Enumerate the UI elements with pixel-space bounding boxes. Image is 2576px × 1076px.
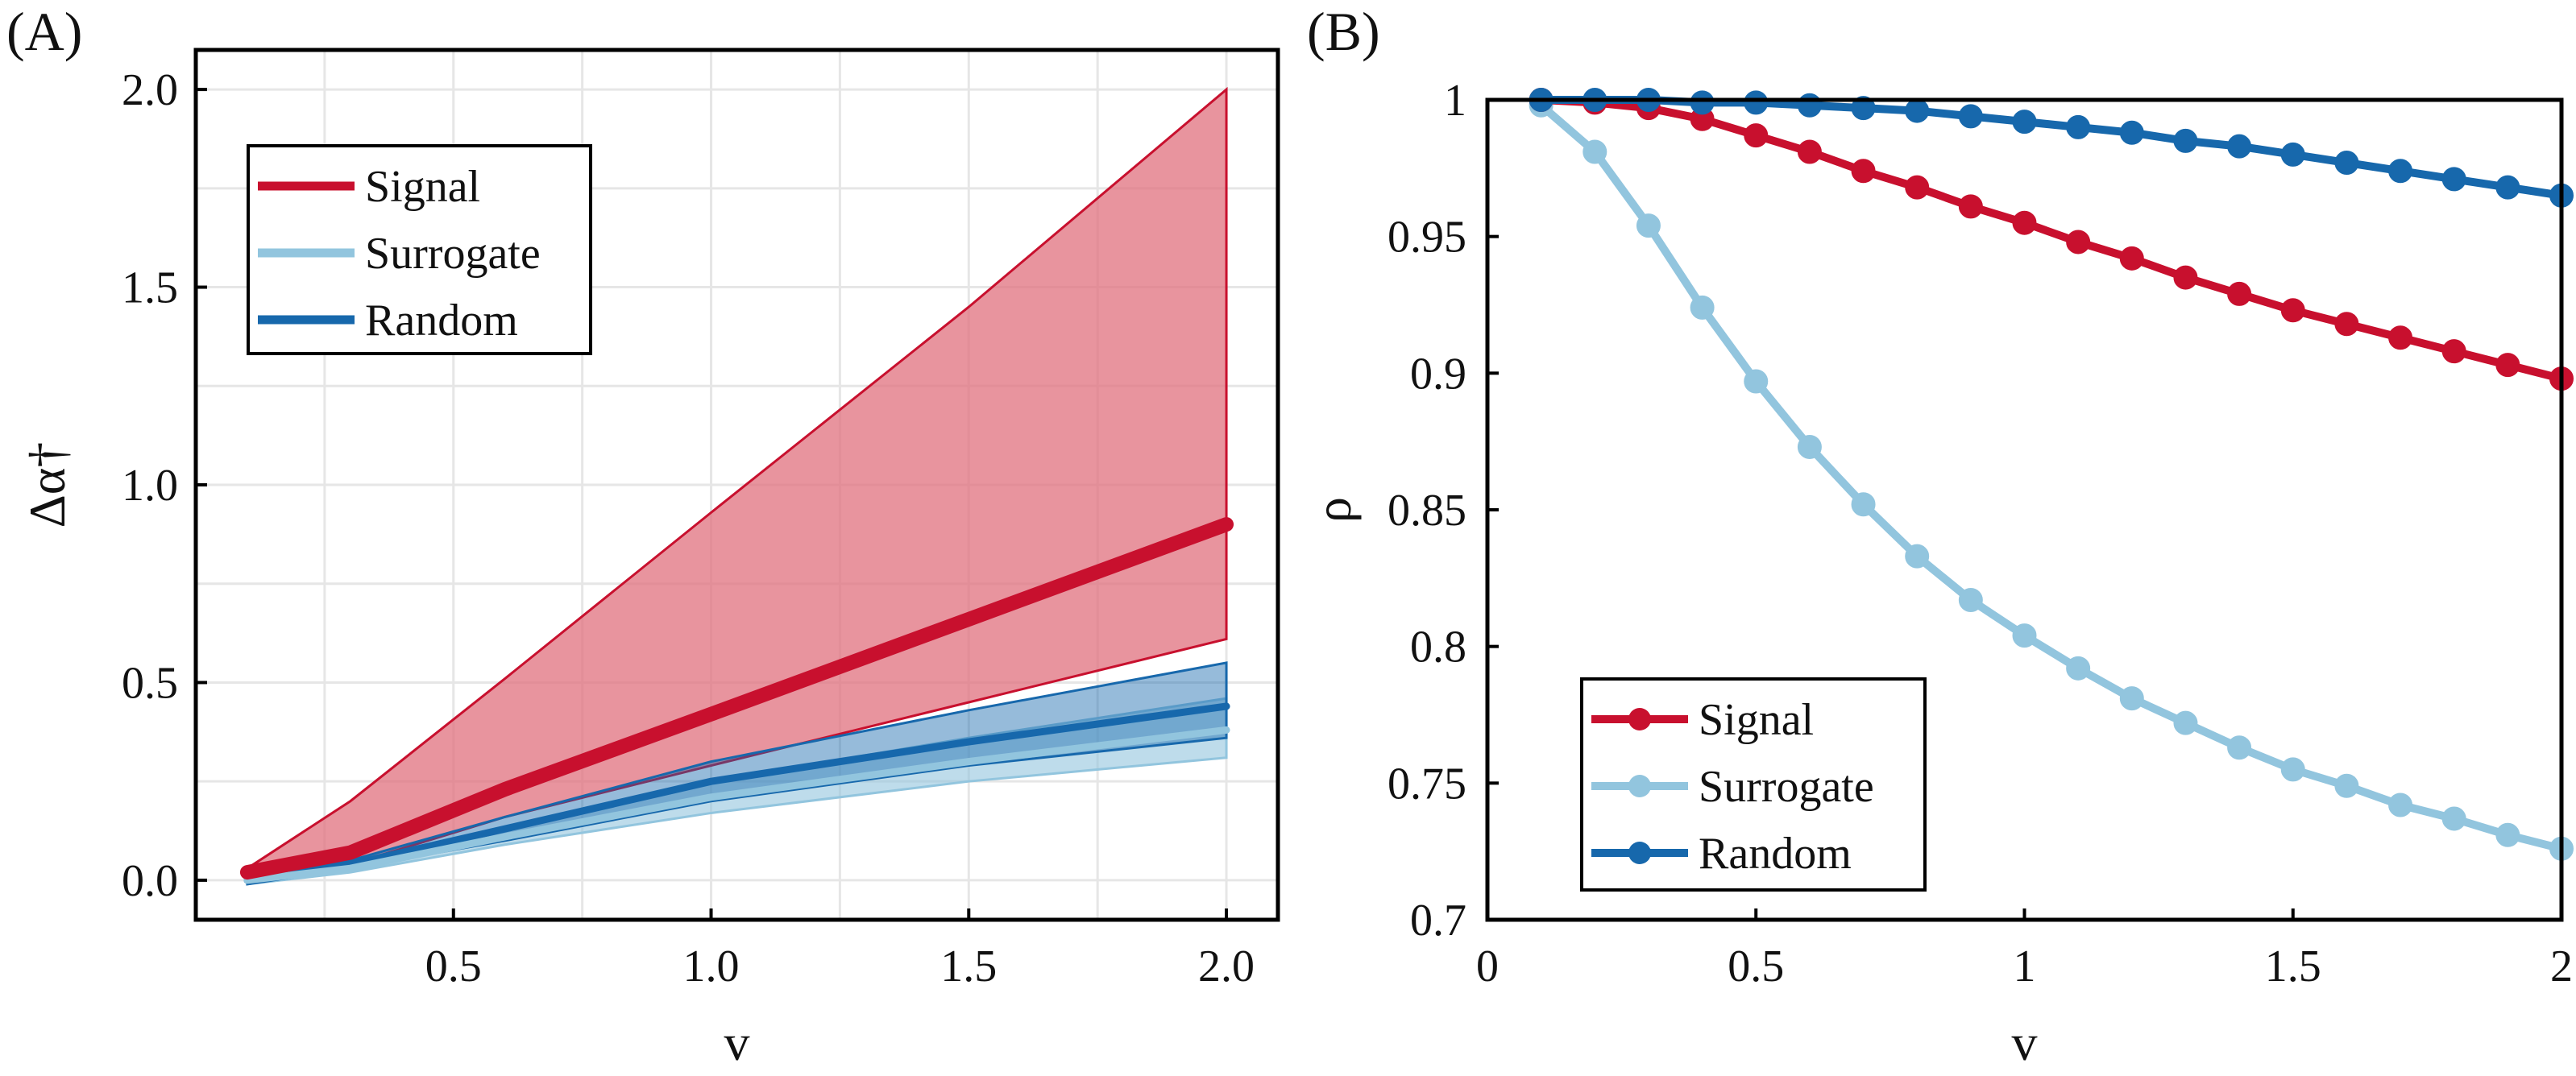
panel-b-plot-area: [1529, 88, 2574, 861]
surrogate-point: [2173, 710, 2198, 735]
surrogate-point: [2066, 656, 2091, 681]
surrogate-point: [2119, 686, 2144, 711]
signal-point: [1851, 159, 1876, 184]
y-tick-label: 1: [1444, 76, 1466, 126]
surrogate-point: [1797, 434, 1822, 459]
panel-b-x-axis-label: v: [2012, 1014, 2038, 1071]
random-point: [1797, 93, 1822, 118]
signal-point: [2066, 230, 2091, 255]
signal-point: [2388, 325, 2413, 350]
panel-a-ticks: 0.5 1.0 1.5 2.0 0.0 0.5 1.0 1.5 2.0: [122, 65, 1255, 991]
signal-point: [2495, 353, 2520, 378]
random-point: [2441, 167, 2466, 192]
signal-point: [2334, 312, 2359, 337]
panel-b-label: (B): [1307, 1, 1380, 62]
x-tick-label: 0: [1476, 942, 1499, 991]
signal-point: [2012, 210, 2037, 235]
y-tick-label: 0.8: [1410, 623, 1466, 672]
y-tick-label: 0.0: [122, 856, 178, 906]
signal-point: [2441, 339, 2466, 364]
random-point: [2012, 110, 2037, 134]
panel-b: (B) 0 0.5 1 1.5 20.70.750.80.850.90.951 v ρ …: [1305, 1, 2574, 1071]
surrogate-point: [1905, 544, 1930, 569]
surrogate-point: [1851, 492, 1876, 517]
legend-label: Random: [365, 296, 518, 346]
legend-label: Random: [1699, 829, 1852, 879]
legend-label: Surrogate: [365, 229, 541, 279]
y-tick-label: 2.0: [122, 65, 178, 115]
surrogate-point: [1744, 369, 1769, 394]
random-point: [1851, 96, 1876, 121]
surrogate-point: [2495, 822, 2520, 847]
surrogate-point: [2388, 793, 2413, 817]
y-tick-label: 0.5: [122, 658, 178, 708]
random-point: [1905, 98, 1930, 123]
signal-point: [2119, 246, 2144, 271]
signal-legend-marker: [1628, 708, 1651, 730]
x-tick-label: 1.5: [2265, 942, 2321, 991]
surrogate-point: [2280, 757, 2305, 782]
signal-point: [2227, 281, 2252, 306]
random-point: [2066, 114, 2091, 139]
surrogate-point: [1583, 139, 1607, 164]
x-tick-label: 1.0: [683, 942, 740, 991]
panel-a: (A) 0.5 1.0 1.5 2.0 0.0 0.5 1.0 1.5 2.0 v Δα† Si…: [6, 1, 1280, 1071]
surrogate-point: [2227, 735, 2252, 760]
x-tick-label: 0.5: [425, 942, 482, 991]
random-point: [2334, 151, 2359, 176]
x-tick-label: 1.5: [940, 942, 997, 991]
y-tick-label: 0.85: [1388, 486, 1466, 536]
legend-label: Surrogate: [1699, 762, 1874, 812]
signal-point: [1797, 139, 1822, 164]
random-point: [1744, 90, 1769, 115]
surrogate-point: [2012, 623, 2037, 648]
random-point: [2227, 134, 2252, 159]
y-tick-label: 0.75: [1388, 759, 1466, 809]
random-point: [2495, 175, 2520, 200]
y-tick-label: 1.0: [122, 461, 178, 511]
legend-label: Signal: [1699, 695, 1814, 745]
signal-point: [2173, 265, 2198, 290]
y-tick-label: 1.5: [122, 263, 178, 313]
random-legend-marker: [1628, 842, 1651, 864]
panel-b-ticks: 0 0.5 1 1.5 2 0.7 0.75 0.8 0.85 0.9 0.95 1: [1388, 76, 2573, 991]
signal-mean-line: [239, 517, 1234, 880]
y-tick-label: 0.95: [1388, 213, 1466, 263]
panel-a-legend: Signal Surrogate Random: [247, 144, 592, 355]
random-point: [2388, 159, 2413, 184]
x-tick-label: 2.0: [1198, 942, 1255, 991]
panel-b-y-axis-label: ρ: [1305, 497, 1362, 523]
surrogate-point: [2441, 806, 2466, 831]
surrogate-point: [2334, 773, 2359, 798]
panel-a-plot-area: [239, 86, 1234, 886]
surrogate-point: [1958, 587, 1983, 612]
surrogate-point: [1690, 295, 1715, 320]
random-point: [1958, 104, 1983, 129]
x-tick-label: 0.5: [1728, 942, 1784, 991]
signal-point: [1744, 123, 1769, 148]
signal-point: [1958, 194, 1983, 219]
surrogate-mean-line: [243, 726, 1230, 884]
surrogate-legend-marker: [1628, 775, 1651, 797]
surrogate-point: [1636, 213, 1661, 238]
panel-a-label: (A): [6, 1, 82, 62]
random-point: [2173, 128, 2198, 153]
panel-b-legend: Signal Surrogate Random: [1580, 677, 1927, 892]
random-point: [2280, 142, 2305, 167]
random-point: [1690, 90, 1715, 115]
panel-a-y-axis-label: Δα†: [19, 442, 76, 528]
panel-a-x-axis-label: v: [724, 1014, 750, 1071]
y-tick-label: 0.9: [1410, 349, 1466, 399]
random-point: [2119, 120, 2144, 145]
signal-point: [1905, 175, 1930, 200]
legend-label: Signal: [365, 162, 480, 212]
y-tick-label: 0.7: [1410, 896, 1466, 946]
x-tick-label: 2: [2550, 942, 2573, 991]
signal-point: [2280, 298, 2305, 323]
x-tick-label: 1: [2014, 942, 2036, 991]
